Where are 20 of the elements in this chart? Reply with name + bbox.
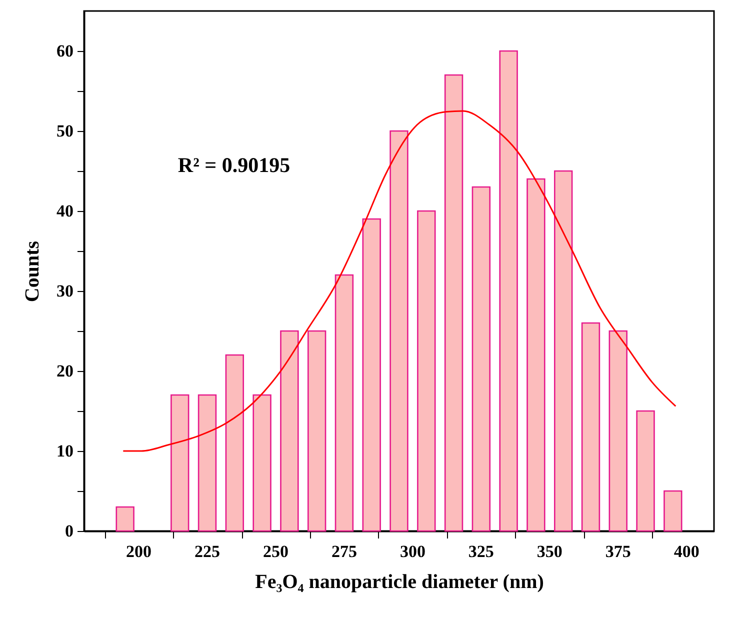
x-tick-label: 325	[468, 542, 494, 561]
y-tick-label: 0	[65, 522, 74, 540]
x-tick-label: 400	[674, 542, 700, 561]
x-tick-label: 200	[126, 542, 152, 561]
x-tick-label: 300	[400, 542, 426, 561]
x-tick-label: 350	[536, 542, 562, 561]
x-axis-title: Fe₃O₄ nanoparticle diameter (nm)	[255, 571, 544, 593]
y-tick-label: 10	[56, 442, 74, 460]
y-tick-label: 60	[56, 42, 74, 60]
y-tick-label: 20	[56, 362, 74, 380]
y-tick-label: 30	[56, 282, 74, 300]
x-tick-label: 275	[331, 542, 357, 561]
y-tick-label: 40	[56, 202, 74, 220]
x-tick-label: 375	[605, 542, 631, 561]
y-tick-label: 50	[56, 122, 74, 140]
line-series	[122, 110, 676, 452]
annotation: R² = 0.90195	[178, 153, 290, 177]
x-tick-label: 250	[262, 542, 288, 561]
y-axis-title: Counts	[22, 240, 44, 302]
x-tick-label: 225	[194, 542, 220, 561]
